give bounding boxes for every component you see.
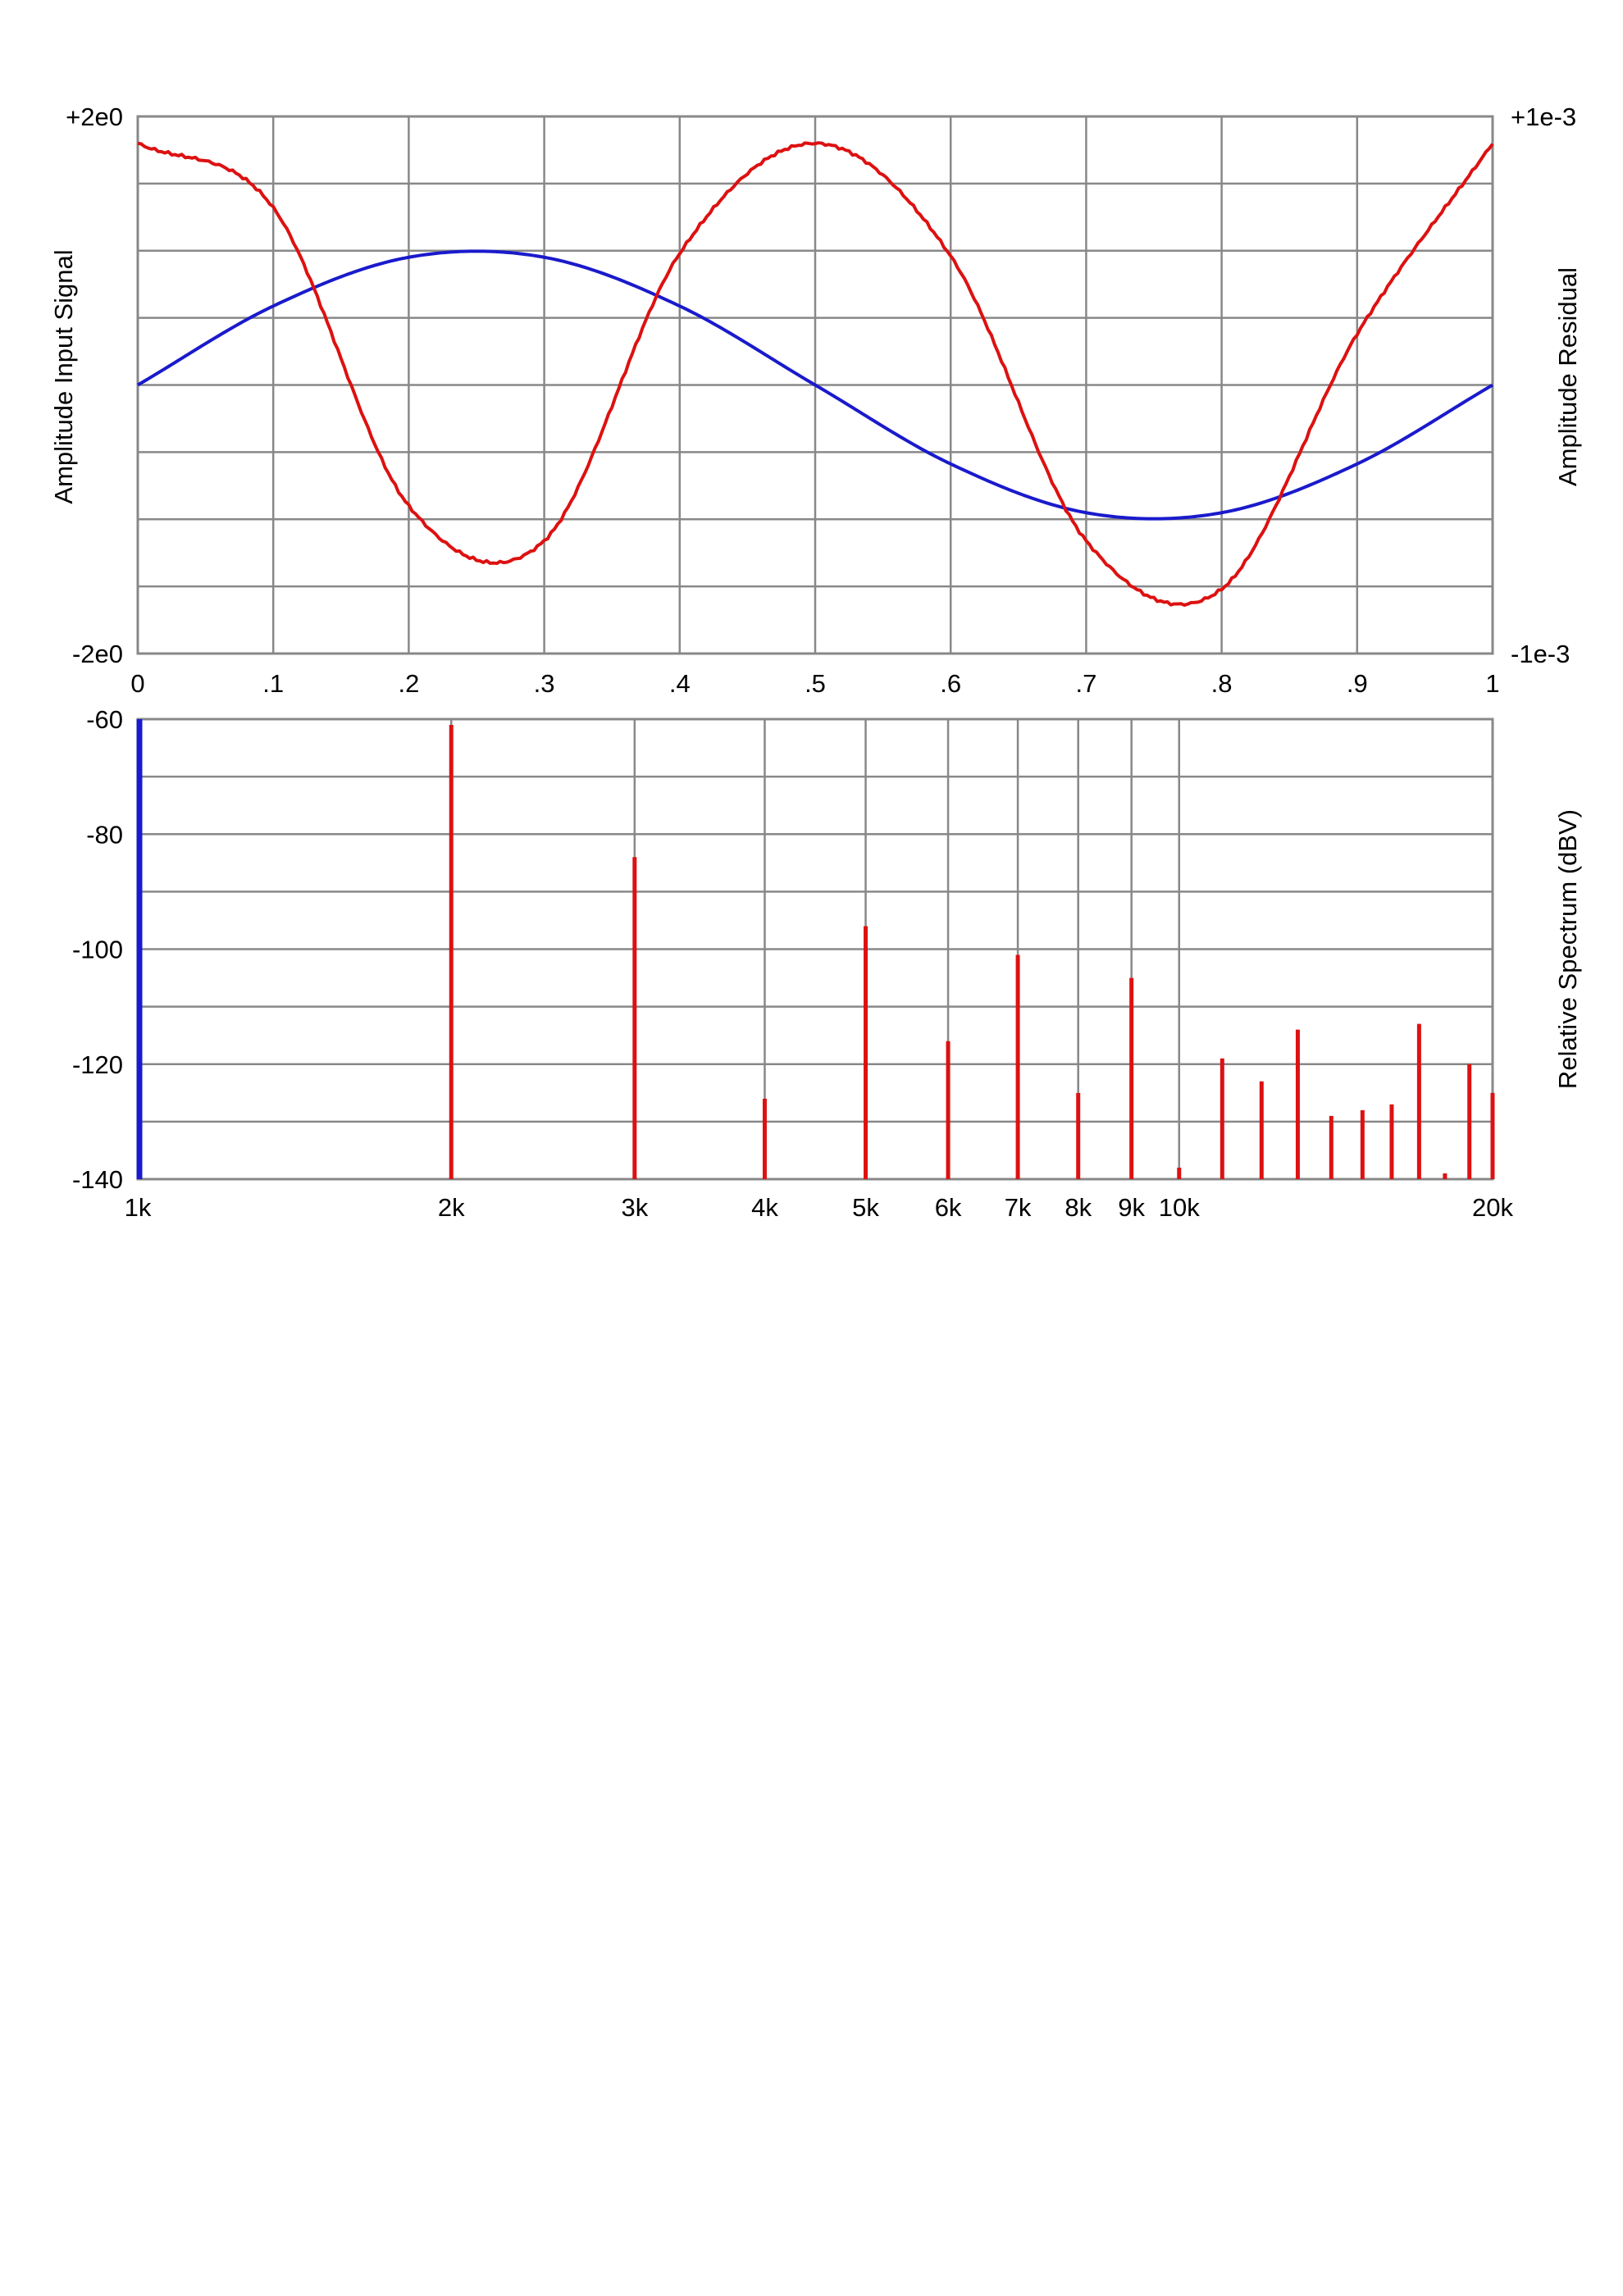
x-tick-label: 3k: [621, 1193, 648, 1222]
right-axis-title: Amplitude Residual: [1553, 267, 1582, 486]
y-tick-label: -100: [72, 936, 123, 964]
x-tick-label: 8k: [1065, 1193, 1092, 1222]
y-tick-label: -60: [86, 705, 123, 734]
x-tick-label: 1: [1485, 669, 1499, 698]
x-tick-label: 0: [130, 669, 144, 698]
x-tick-label: .8: [1211, 669, 1233, 698]
x-tick-label: .3: [534, 669, 555, 698]
residual-series-line: [137, 141, 1494, 607]
spectrum-bars: [136, 719, 1495, 1179]
x-tick-label: 5k: [852, 1193, 879, 1222]
x-tick-label: .9: [1347, 669, 1368, 698]
y-tick-label: -80: [86, 820, 123, 849]
left-axis-max-label: +2e0: [66, 102, 123, 131]
time-chart-series: [136, 141, 1494, 607]
time-chart-x-ticks: 0 .1 .2 .3 .4 .5 .6 .7 .8 .9 1: [130, 669, 1499, 698]
x-tick-label: .7: [1075, 669, 1096, 698]
right-axis-min-label: -1e-3: [1511, 640, 1570, 668]
x-tick-label: 1k: [125, 1193, 152, 1222]
x-tick-label: 7k: [1005, 1193, 1032, 1222]
x-tick-label: 9k: [1118, 1193, 1145, 1222]
x-tick-label: .5: [805, 669, 826, 698]
spectrum-axis-title: Relative Spectrum (dBV): [1553, 809, 1582, 1089]
y-tick-label: -120: [72, 1050, 123, 1079]
x-tick-label: 6k: [935, 1193, 962, 1222]
left-axis-title: Amplitude Input Signal: [49, 249, 78, 503]
spectrum-x-ticks: 1k 2k 3k 4k 5k 6k 7k 8k 9k 10k 20k: [125, 1193, 1514, 1222]
x-tick-label: .6: [940, 669, 961, 698]
spectrum-y-ticks: -60 -80 -100 -120 -140: [72, 705, 123, 1194]
time-domain-chart: 0 .1 .2 .3 .4 .5 .6 .7 .8 .9 1 +2e0 -2e0 +1e-3 -1e…: [49, 102, 1582, 698]
x-tick-label: .1: [262, 669, 284, 698]
x-tick-label: .4: [669, 669, 691, 698]
spectrum-chart: 1k 2k 3k 4k 5k 6k 7k 8k 9k 10k 20k -60-80-100-120-…: [72, 705, 1582, 1222]
x-tick-label: 4k: [751, 1193, 778, 1222]
right-axis-max-label: +1e-3: [1511, 102, 1576, 131]
x-tick-label: 2k: [438, 1193, 465, 1222]
y-tick-label: -140: [72, 1165, 123, 1194]
x-tick-label: 10k: [1159, 1193, 1200, 1222]
x-tick-label: .2: [398, 669, 419, 698]
left-axis-min-label: -2e0: [72, 640, 123, 668]
x-tick-label: 20k: [1472, 1193, 1513, 1222]
input-signal-series-line: [136, 249, 1494, 521]
